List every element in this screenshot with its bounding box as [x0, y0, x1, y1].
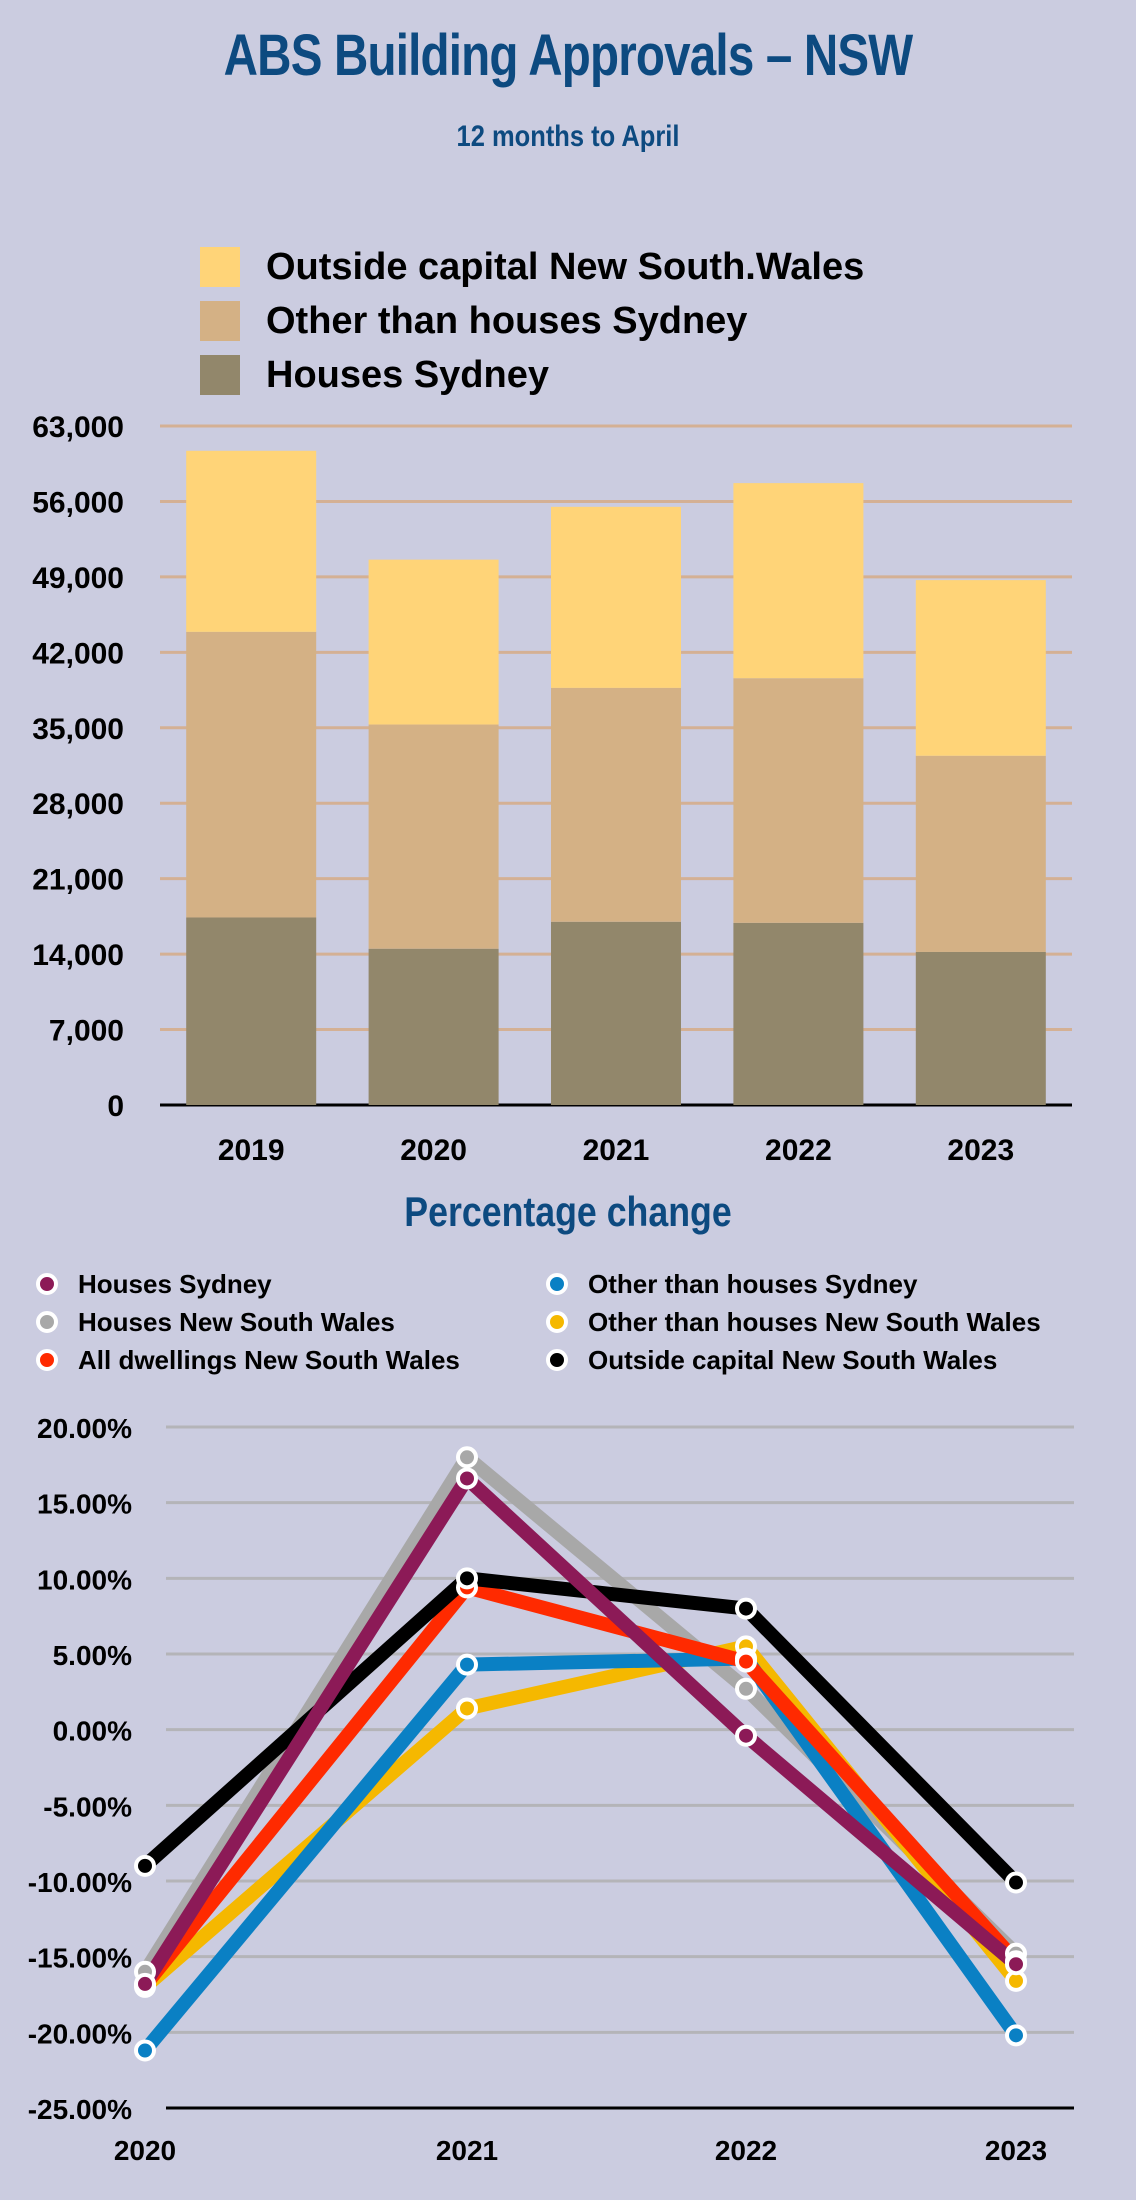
y-tick-label: 42,000 [32, 637, 124, 670]
series-line [139, 1467, 1021, 1988]
bar-segment [733, 678, 864, 923]
data-point [456, 1697, 478, 1720]
x-tick-label: 2021 [436, 2135, 498, 2166]
legend-marker [36, 1311, 58, 1333]
x-tick-label: 2022 [765, 1134, 832, 1167]
legend-swatch [200, 355, 240, 395]
x-tick-label: 2019 [218, 1134, 285, 1167]
legend-marker [546, 1273, 568, 1295]
legend-item-outside-capital-nsw: Outside capital New South Wales [546, 1344, 1136, 1376]
legend-label: Other than houses Sydney [588, 1268, 918, 1299]
y-tick-label: 28,000 [32, 788, 124, 821]
bar-segment [368, 948, 499, 1105]
y-tick-label: 0.00% [53, 1716, 132, 1747]
y-tick-label: -5.00% [43, 1791, 132, 1822]
legend-item-other-than-houses-sydney: Other than houses Sydney [200, 294, 864, 348]
legend-label: Other than houses New South Wales [588, 1306, 1041, 1337]
legend-item-outside-capital: Outside capital New South.Wales [200, 240, 864, 294]
y-tick-label: 49,000 [32, 562, 124, 595]
legend-marker [546, 1349, 568, 1371]
x-tick-label: 2023 [985, 2135, 1047, 2166]
y-tick-label: 35,000 [32, 713, 124, 746]
y-tick-label: -25.00% [28, 2094, 132, 2125]
data-point [134, 2039, 156, 2062]
y-tick-label: 14,000 [32, 939, 124, 972]
y-tick-label: 21,000 [32, 864, 124, 897]
data-point [456, 1467, 478, 1490]
chart-subtitle: 12 months to April [456, 120, 680, 153]
data-point [1005, 1871, 1027, 1894]
bar-segment [733, 922, 864, 1105]
data-point [735, 1724, 757, 1747]
section-title-percentage-change: Percentage change [404, 1188, 732, 1235]
legend-marker [36, 1349, 58, 1371]
bar-segment [368, 559, 499, 725]
chart-title: ABS Building Approvals – NSW [223, 23, 914, 88]
line-legend: Houses Sydney Other than houses Sydney H… [36, 1268, 1136, 1376]
bar-segment [915, 580, 1046, 756]
y-tick-label: -15.00% [28, 1943, 132, 1974]
legend-label: Other than houses Sydney [266, 299, 748, 342]
data-point [1005, 2024, 1027, 2047]
legend-marker [546, 1311, 568, 1333]
x-tick-label: 2021 [583, 1134, 650, 1167]
legend-label: Houses Sydney [78, 1268, 272, 1299]
y-tick-label: 0 [107, 1090, 124, 1123]
data-point [456, 1446, 478, 1469]
x-tick-label: 2020 [114, 2135, 176, 2166]
y-tick-label: -10.00% [28, 1867, 132, 1898]
bar-segment [186, 450, 317, 632]
series-line [139, 1579, 1022, 1990]
legend-item-houses-nsw: Houses New South Wales [36, 1306, 546, 1338]
bar-segment [551, 687, 681, 922]
x-tick-label: 2023 [947, 1134, 1014, 1167]
bar-segment [551, 921, 681, 1105]
legend-item-houses-sydney: Houses Sydney [36, 1268, 546, 1300]
data-point [1005, 1953, 1027, 1976]
bar-segment [551, 506, 681, 688]
data-point [456, 1567, 478, 1590]
legend-marker [36, 1273, 58, 1295]
legend-label: Outside capital New South.Wales [266, 245, 865, 288]
data-point [735, 1677, 757, 1700]
data-point [134, 1854, 156, 1877]
y-tick-label: 56,000 [32, 486, 124, 519]
legend-label: Outside capital New South Wales [588, 1344, 998, 1375]
bar-segment [186, 631, 317, 918]
legend-label: Houses New South Wales [78, 1306, 395, 1337]
data-point [735, 1650, 757, 1673]
stacked-bar-chart: 0 7,000 14,000 21,000 28,000 35,000 42,000 49,0… [32, 411, 1072, 1167]
legend-label: Houses Sydney [266, 353, 549, 396]
y-tick-label: 63,000 [32, 411, 124, 444]
bar-segment [368, 724, 499, 949]
y-tick-label: 10.00% [37, 1564, 132, 1595]
legend-item-other-than-houses-sydney: Other than houses Sydney [546, 1268, 1136, 1300]
y-tick-label: 15.00% [37, 1489, 132, 1520]
legend-label: All dwellings New South Wales [78, 1344, 460, 1375]
legend-swatch [200, 247, 240, 287]
y-tick-label: -20.00% [28, 2018, 132, 2049]
bar-segment [186, 917, 317, 1105]
x-tick-label: 2020 [400, 1134, 467, 1167]
data-point [134, 1972, 156, 1995]
legend-swatch [200, 301, 240, 341]
bar-legend: Outside capital New South.Wales Other th… [200, 240, 864, 402]
legend-item-other-than-houses-nsw: Other than houses New South Wales [546, 1306, 1136, 1338]
y-tick-label: 20.00% [37, 1413, 132, 1444]
data-point [456, 1653, 478, 1676]
bar-segment [733, 483, 864, 679]
bar-segment [915, 951, 1046, 1105]
y-tick-label: 7,000 [49, 1015, 124, 1048]
bar-segment [915, 755, 1046, 952]
data-point [735, 1597, 757, 1620]
legend-item-houses-sydney: Houses Sydney [200, 348, 864, 402]
x-tick-label: 2022 [715, 2135, 777, 2166]
legend-item-all-dwellings-nsw: All dwellings New South Wales [36, 1344, 546, 1376]
y-tick-label: 5.00% [53, 1640, 132, 1671]
